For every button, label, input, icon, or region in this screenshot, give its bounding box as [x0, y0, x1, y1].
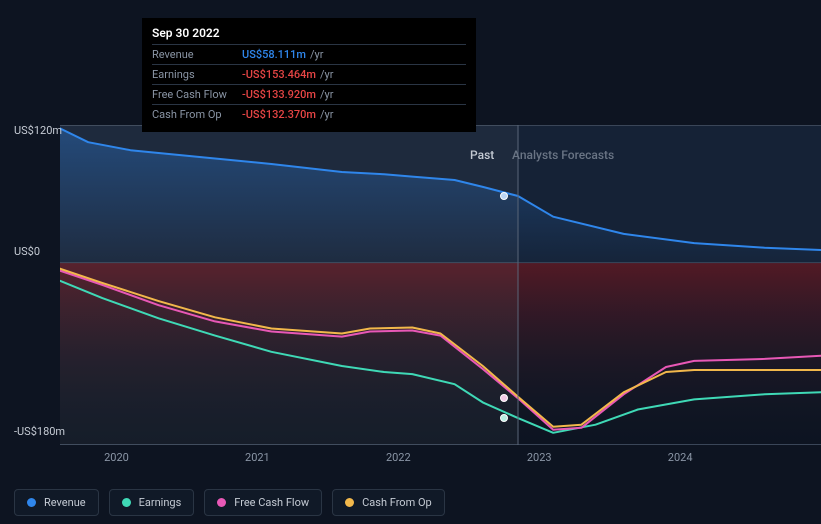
legend-label: Cash From Op: [362, 496, 432, 509]
tooltip-row: Cash From Op-US$132.370m/yr: [152, 104, 466, 124]
x-axis-tick: 2020: [104, 451, 129, 464]
legend-item[interactable]: Cash From Op: [332, 489, 445, 516]
tooltip-row-label: Revenue: [152, 48, 242, 61]
tooltip-row-unit: /yr: [320, 88, 333, 101]
legend-label: Revenue: [44, 496, 86, 509]
tooltip-row: Earnings-US$153.464m/yr: [152, 64, 466, 84]
legend-label: Earnings: [139, 496, 182, 509]
x-axis-tick: 2024: [668, 451, 693, 464]
tooltip-date: Sep 30 2022: [152, 26, 466, 44]
tooltip-row-label: Earnings: [152, 68, 242, 81]
tooltip-row-unit: /yr: [310, 48, 323, 61]
legend-item[interactable]: Earnings: [109, 489, 195, 516]
chart-legend: Revenue Earnings Free Cash Flow Cash From O…: [14, 489, 445, 516]
x-axis-tick: 2022: [386, 451, 411, 464]
tooltip-row-value: -US$133.920m: [242, 88, 316, 101]
chart-marker: [500, 394, 508, 402]
legend-dot-icon: [122, 498, 131, 507]
legend-label: Free Cash Flow: [234, 496, 309, 509]
tooltip-row: RevenueUS$58.111m/yr: [152, 44, 466, 64]
y-axis-label: -US$180m: [14, 425, 65, 438]
y-axis-label: US$120m: [14, 124, 62, 137]
tooltip-row: Free Cash Flow-US$133.920m/yr: [152, 84, 466, 104]
y-axis-label: US$0: [14, 245, 40, 258]
tooltip-row-value: -US$153.464m: [242, 68, 316, 81]
legend-dot-icon: [27, 498, 36, 507]
past-section-label: Past: [470, 148, 494, 162]
tooltip-row-value: -US$132.370m: [242, 108, 316, 121]
forecast-section-label: Analysts Forecasts: [512, 148, 614, 162]
tooltip-row-unit: /yr: [320, 108, 333, 121]
chart-plot[interactable]: [60, 125, 821, 445]
chart-marker: [500, 192, 508, 200]
x-axis-tick: 2023: [527, 451, 552, 464]
tooltip-row-label: Cash From Op: [152, 108, 242, 121]
legend-dot-icon: [345, 498, 354, 507]
chart-tooltip: Sep 30 2022 RevenueUS$58.111m/yrEarnings…: [142, 18, 476, 132]
tooltip-row-value: US$58.111m: [242, 48, 306, 61]
chart-marker: [500, 414, 508, 422]
tooltip-row-unit: /yr: [320, 68, 333, 81]
x-axis-tick: 2021: [245, 451, 270, 464]
legend-item[interactable]: Free Cash Flow: [204, 489, 322, 516]
tooltip-row-label: Free Cash Flow: [152, 88, 242, 101]
legend-item[interactable]: Revenue: [14, 489, 99, 516]
legend-dot-icon: [217, 498, 226, 507]
